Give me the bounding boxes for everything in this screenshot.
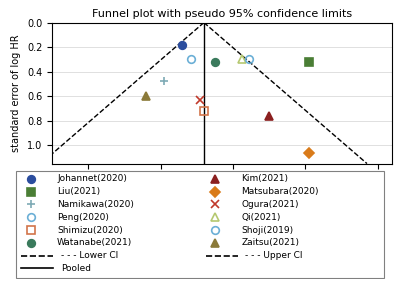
Text: Matsubara(2020): Matsubara(2020): [241, 187, 319, 196]
Text: Shoji(2019): Shoji(2019): [241, 226, 294, 235]
Y-axis label: standard error of log HR: standard error of log HR: [11, 34, 21, 152]
Text: Kim(2021): Kim(2021): [241, 174, 288, 183]
Text: Johannet(2020): Johannet(2020): [57, 174, 127, 183]
Text: Liu(2021): Liu(2021): [57, 187, 100, 196]
FancyBboxPatch shape: [16, 171, 384, 278]
X-axis label: log HR: log HR: [204, 189, 240, 199]
Text: - - - Upper CI: - - - Upper CI: [245, 251, 303, 260]
Text: Watanabe(2021): Watanabe(2021): [57, 238, 132, 247]
Text: Zaitsu(2021): Zaitsu(2021): [241, 238, 299, 247]
Text: Peng(2020): Peng(2020): [57, 213, 109, 222]
Text: Namikawa(2020): Namikawa(2020): [57, 200, 134, 209]
Text: Ogura(2021): Ogura(2021): [241, 200, 299, 209]
Text: Shimizu(2020): Shimizu(2020): [57, 226, 123, 235]
Title: Funnel plot with pseudo 95% confidence limits: Funnel plot with pseudo 95% confidence l…: [92, 9, 352, 19]
Text: Qi(2021): Qi(2021): [241, 213, 281, 222]
Text: Pooled: Pooled: [61, 264, 91, 273]
Text: - - - Lower CI: - - - Lower CI: [61, 251, 118, 260]
